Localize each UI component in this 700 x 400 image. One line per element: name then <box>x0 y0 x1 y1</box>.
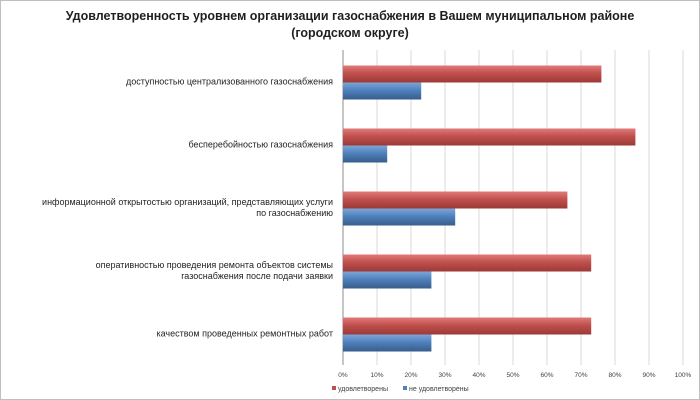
category-label: по газоснабжению <box>256 208 333 218</box>
x-tick-label: 80% <box>608 372 621 379</box>
bar-satisfied <box>343 65 602 83</box>
x-tick-labels: 0% 10% 20% 30% 40% 50% 60% 70% 80% 90% 100% <box>338 372 691 379</box>
bar-not-satisfied <box>343 334 432 352</box>
category-label: доступностью централизованного газоснабж… <box>126 77 333 87</box>
category-label: информационной открытостью организаций, … <box>42 197 333 207</box>
chart-title: Удовлетворенность уровнем организации га… <box>65 9 635 40</box>
legend-swatch-not-satisfied <box>403 386 407 390</box>
legend-swatch-satisfied <box>332 386 336 390</box>
bar-satisfied <box>343 254 592 272</box>
legend-label: удовлетворены <box>338 386 388 393</box>
x-tick-label: 0% <box>338 372 348 379</box>
legend-label: не удовлетворены <box>409 386 469 393</box>
x-tick-label: 70% <box>574 372 587 379</box>
bar-satisfied <box>343 128 636 146</box>
x-tick-label: 100% <box>675 372 692 379</box>
category-label: бесперебойностью газоснабжения <box>188 140 333 150</box>
category-labels: доступностью централизованного газоснабж… <box>42 77 333 339</box>
bar-not-satisfied <box>343 208 456 226</box>
legend: удовлетворены не удовлетворены <box>332 386 469 393</box>
x-tick-label: 60% <box>540 372 553 379</box>
bar-satisfied <box>343 317 592 335</box>
x-tick-label: 30% <box>438 372 451 379</box>
x-tick-label: 40% <box>472 372 485 379</box>
x-tick-label: 50% <box>506 372 519 379</box>
category-label: качеством проведенных ремонтных работ <box>156 329 333 339</box>
category-label: оперативностью проведения ремонта объект… <box>96 260 333 270</box>
bar-not-satisfied <box>343 145 388 163</box>
x-tick-label: 90% <box>642 372 655 379</box>
bar-not-satisfied <box>343 271 432 289</box>
bars <box>343 65 636 352</box>
bar-satisfied <box>343 191 568 209</box>
bar-not-satisfied <box>343 82 422 100</box>
x-tick-label: 10% <box>370 372 383 379</box>
category-label: газоснабжения после подачи заявки <box>181 271 333 281</box>
x-tick-label: 20% <box>404 372 417 379</box>
